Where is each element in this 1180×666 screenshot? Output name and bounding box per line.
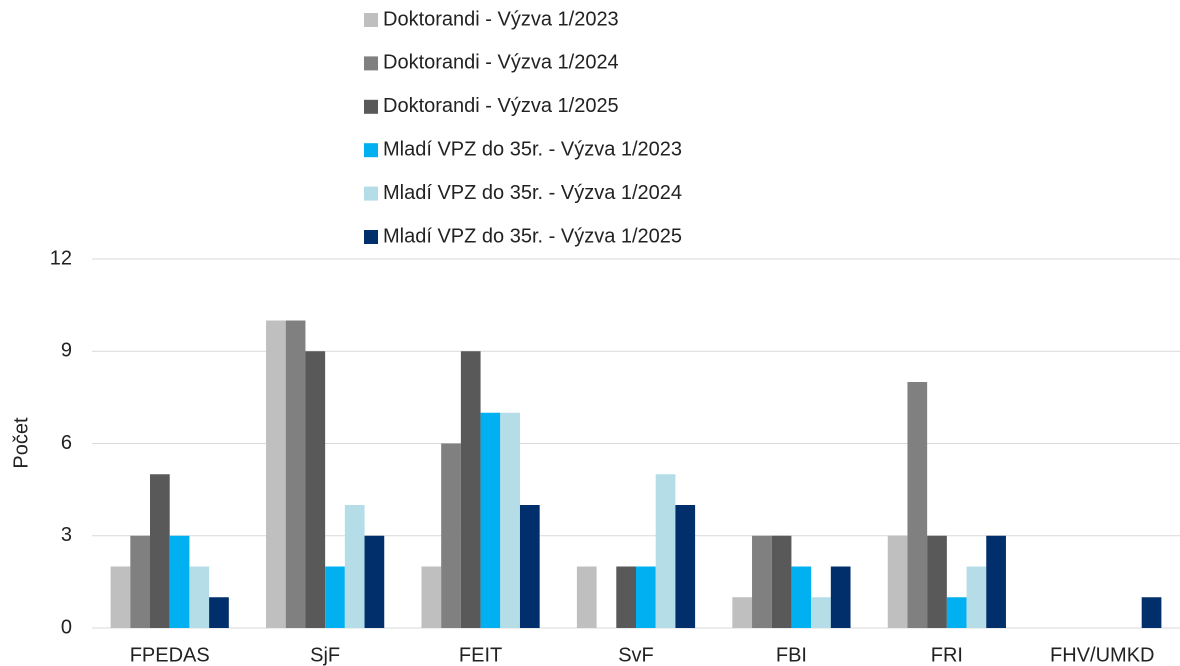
bar <box>830 566 851 628</box>
bar <box>907 382 928 628</box>
bar <box>130 535 151 628</box>
bar <box>771 535 792 628</box>
bar <box>655 474 676 628</box>
legend-swatch <box>364 13 378 27</box>
bar <box>887 535 908 628</box>
legend-label: Mladí VPZ do 35r. - Výzva 1/2024 <box>383 182 682 204</box>
bar <box>150 474 170 628</box>
bar <box>110 566 131 628</box>
x-tick-label: FRI <box>931 644 963 666</box>
bar <box>811 597 831 628</box>
bar <box>344 505 365 628</box>
bar <box>986 535 1006 628</box>
y-tick-label: 6 <box>61 432 72 454</box>
legend-label: Doktorandi - Výzva 1/2025 <box>383 95 619 117</box>
bar <box>209 597 229 628</box>
bar <box>927 535 947 628</box>
bar <box>285 320 306 628</box>
bar <box>636 566 656 628</box>
legend-swatch <box>364 230 378 244</box>
legend-swatch <box>364 99 378 114</box>
bar <box>752 535 772 628</box>
bar <box>189 566 210 628</box>
bar <box>791 566 812 628</box>
y-tick-label: 3 <box>61 524 72 546</box>
x-tick-label: FEIT <box>459 644 502 666</box>
x-tick-label: FPEDAS <box>130 644 210 666</box>
x-tick-label: FBI <box>776 644 807 666</box>
x-tick-label: SjF <box>310 644 340 666</box>
bar <box>966 566 987 628</box>
y-tick-label: 9 <box>61 340 72 362</box>
y-tick-label: 0 <box>61 616 72 638</box>
legend-swatch <box>364 143 378 158</box>
bar <box>169 535 190 628</box>
bar <box>675 505 696 628</box>
bar <box>325 566 345 628</box>
legend-label: Mladí VPZ do 35r. - Výzva 1/2025 <box>383 225 682 247</box>
bar <box>576 566 597 628</box>
bar <box>460 351 481 628</box>
bar <box>480 412 501 628</box>
x-tick-label: FHV/UMKD <box>1050 644 1154 666</box>
y-tick-label: 12 <box>50 247 72 269</box>
y-axis-label: Počet <box>10 417 32 469</box>
legend-label: Mladí VPZ do 35r. - Výzva 1/2023 <box>383 138 682 160</box>
legend-label: Doktorandi - Výzva 1/2024 <box>383 52 619 74</box>
bar <box>616 566 636 628</box>
bar <box>732 597 753 628</box>
bar <box>500 412 520 628</box>
x-tick-label: SvF <box>618 644 654 666</box>
legend-swatch <box>364 56 378 71</box>
bar <box>441 443 461 628</box>
bar <box>421 566 442 628</box>
bar <box>519 505 540 628</box>
bar <box>364 535 385 628</box>
bar <box>266 320 286 628</box>
legend-swatch <box>364 186 378 201</box>
legend-label: Doktorandi - Výzva 1/2023 <box>383 8 619 30</box>
bar <box>946 597 967 628</box>
bar <box>1141 597 1162 628</box>
bar <box>305 351 326 628</box>
